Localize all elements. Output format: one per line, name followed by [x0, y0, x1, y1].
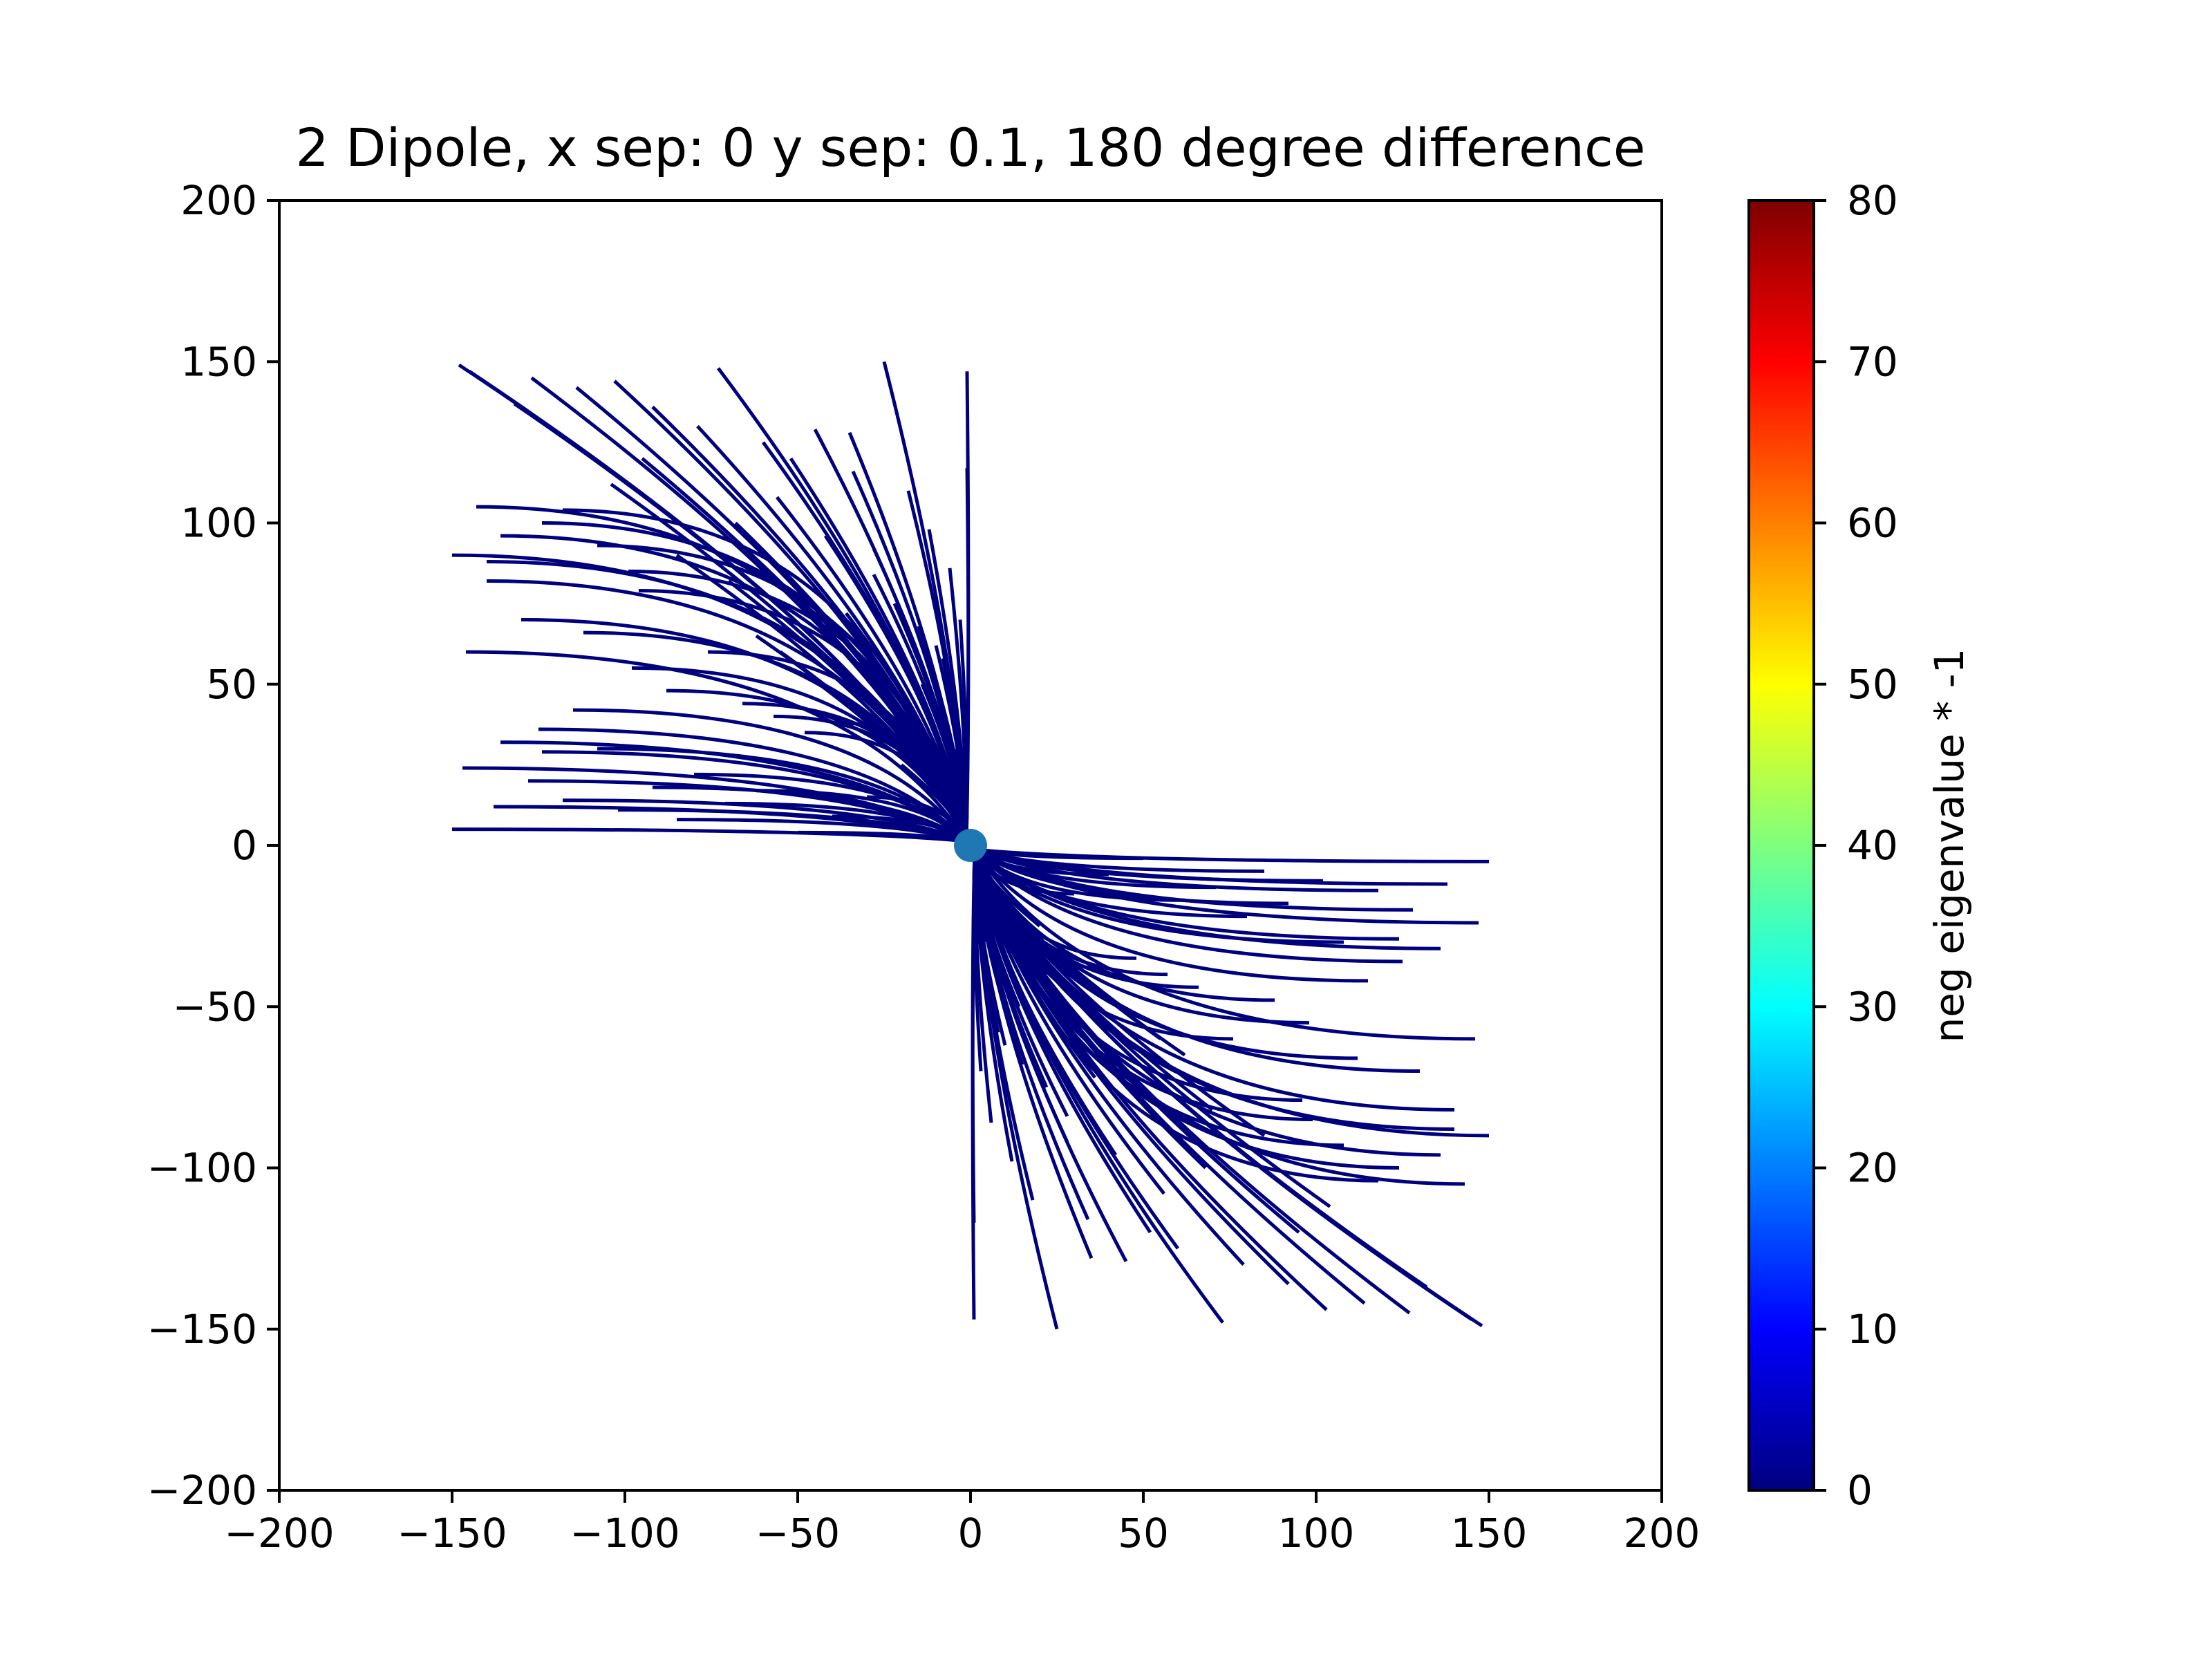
x-tick-label: 50	[1118, 1510, 1169, 1557]
x-tick-label: 200	[1624, 1510, 1700, 1557]
streamline-upper-left-78	[872, 547, 968, 842]
y-tick-label: 50	[206, 661, 257, 708]
colorbar-ticks: 0 10 20 30 40 50 60 70 80	[1814, 177, 1898, 1514]
streamline-lower-right-74	[973, 849, 1207, 1170]
streamline-lower-right-76	[973, 849, 1118, 1156]
x-tick-label: 100	[1278, 1510, 1355, 1557]
streamline-upper-left-54	[538, 727, 968, 843]
y-tick-label: 0	[232, 822, 257, 869]
colorbar-tick-label: 10	[1847, 1306, 1898, 1353]
x-tick-label: 0	[958, 1510, 984, 1557]
y-tick-label: −200	[147, 1467, 257, 1514]
x-tick-label: −200	[224, 1510, 334, 1557]
colorbar-tick-label: 30	[1847, 983, 1898, 1030]
streamline-lower-right-82	[972, 849, 983, 1071]
streamline-lower-right-69	[973, 848, 1421, 1074]
x-axis: −200 −150 −100 −50 0 50 100 150 200	[224, 1490, 1700, 1557]
chart-title: 2 Dipole, x sep: 0 y sep: 0.1, 180 degre…	[296, 117, 1646, 178]
streamline-lower-right-70	[973, 848, 1358, 1060]
y-tick-label: −100	[147, 1145, 257, 1192]
y-tick-label: −150	[147, 1306, 257, 1353]
streamline-upper-left-53	[493, 805, 967, 843]
x-tick-label: −50	[756, 1510, 840, 1557]
streamline-upper-left-74	[734, 521, 968, 842]
y-tick-label: 150	[180, 338, 257, 385]
streamline-lower-right-68	[973, 848, 1476, 1041]
y-tick-label: 100	[180, 500, 257, 547]
x-tick-label: −100	[570, 1510, 679, 1557]
streamline-upper-left-55	[572, 708, 968, 843]
x-tick-label: −150	[397, 1510, 507, 1557]
colorbar-label: neg eigenvalue * -1	[1926, 648, 1973, 1043]
colorbar: 0 10 20 30 40 50 60 70 80 neg eigenvalue * -1	[1747, 177, 1973, 1514]
colorbar-tick-label: 60	[1847, 500, 1898, 547]
colorbar-tick-label: 20	[1847, 1145, 1898, 1192]
colorbar-gradient	[1749, 200, 1814, 1490]
streamline-lower-right-71	[973, 849, 1331, 1208]
streamline-lower-right-1	[973, 849, 1473, 1321]
streamline-lower-right-52	[974, 847, 1490, 863]
streamline-lower-right-54	[973, 848, 1403, 964]
streamline-lower-right-55	[973, 848, 1369, 983]
streamline-group	[451, 361, 1490, 1330]
y-axis: −200 −150 −100 −50 0 50 100 150 200	[147, 177, 279, 1514]
dipole-marker	[954, 829, 987, 862]
streamline-upper-left-76	[823, 534, 968, 842]
streamline-upper-left-68	[465, 650, 968, 843]
streamline-upper-left-71	[610, 482, 968, 842]
plot-area	[278, 199, 1663, 1492]
streamline-lower-right-78	[973, 849, 1069, 1143]
colorbar-tick-label: 70	[1847, 338, 1898, 385]
colorbar-tick-label: 40	[1847, 822, 1898, 869]
y-tick-label: 200	[180, 177, 257, 224]
colorbar-tick-label: 50	[1847, 661, 1898, 708]
x-tick-label: 150	[1451, 1510, 1528, 1557]
streamline-lower-right-53	[974, 847, 1448, 886]
streamline-upper-left-82	[958, 619, 969, 842]
streamline-upper-left-69	[521, 617, 968, 843]
streamline-upper-left-1	[468, 370, 968, 842]
streamline-upper-left-70	[583, 630, 968, 843]
colorbar-tick-label: 80	[1847, 177, 1898, 224]
colorbar-tick-label: 0	[1847, 1467, 1873, 1514]
streamline-upper-left-52	[451, 827, 967, 843]
y-tick-label: −50	[173, 983, 257, 1030]
